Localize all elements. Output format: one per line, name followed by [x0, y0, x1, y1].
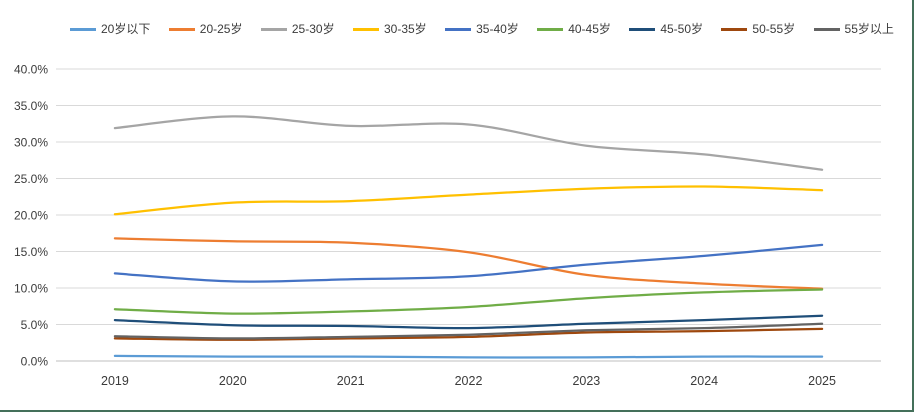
legend-line-marker	[445, 27, 472, 31]
legend-label: 50-55岁	[752, 22, 796, 36]
legend-label: 55岁以上	[844, 22, 894, 36]
legend-label: 20岁以下	[101, 22, 151, 36]
legend-line-marker	[352, 27, 379, 31]
legend-line-marker	[813, 27, 840, 31]
legend-label: 40-45岁	[568, 22, 611, 36]
y-tick-label: 40.0%	[14, 63, 48, 77]
y-tick-label: 15.0%	[14, 245, 48, 259]
y-tick-label: 35.0%	[14, 99, 48, 113]
series-line	[113, 237, 824, 290]
x-tick-label: 2020	[219, 374, 247, 388]
x-tick-label: 2021	[337, 374, 365, 388]
legend-item[interactable]: 25-30岁	[260, 22, 335, 36]
series-line	[113, 288, 824, 315]
x-tick-label: 2024	[690, 374, 718, 388]
legend-line-marker	[70, 27, 96, 31]
x-tick-label: 2019	[101, 374, 129, 388]
legend-line-marker	[721, 27, 748, 31]
legend-label: 30-35岁	[383, 22, 427, 36]
legend-label: 25-30岁	[291, 22, 335, 36]
legend-line-marker	[168, 27, 195, 31]
x-tick-label: 2022	[455, 374, 483, 388]
series-line	[113, 327, 824, 341]
chart-legend: 20岁以下 20-25岁 25-30岁 30-35岁 35-40岁 40-45岁 45-50…	[70, 21, 894, 37]
series-line	[113, 243, 824, 283]
series-line	[113, 354, 824, 359]
legend-item[interactable]: 30-35岁	[352, 22, 427, 36]
series-line	[113, 185, 824, 216]
y-tick-label: 25.0%	[14, 172, 48, 186]
legend-line-marker	[537, 27, 564, 31]
legend-item[interactable]: 55岁以上	[813, 22, 894, 36]
legend-label: 35-40岁	[476, 22, 519, 36]
y-tick-label: 20.0%	[14, 209, 48, 223]
y-tick-label: 10.0%	[14, 282, 48, 296]
legend-item[interactable]: 35-40岁	[445, 23, 519, 35]
legend-line-marker	[260, 27, 287, 31]
x-tick-label: 2023	[572, 374, 600, 388]
series-line	[113, 322, 824, 340]
legend-item[interactable]: 20岁以下	[70, 23, 150, 35]
legend-label: 45-50岁	[660, 22, 704, 36]
legend-label: 20-25岁	[199, 22, 243, 36]
x-tick-label: 2025	[808, 374, 836, 388]
y-tick-label: 30.0%	[14, 136, 48, 150]
legend-item[interactable]: 20-25岁	[168, 22, 243, 36]
y-tick-label: 0.0%	[21, 355, 49, 369]
y-tick-label: 5.0%	[21, 318, 49, 332]
legend-line-marker	[629, 27, 656, 31]
series-line	[113, 115, 824, 171]
legend-item[interactable]: 50-55岁	[721, 23, 795, 35]
legend-item[interactable]: 40-45岁	[537, 23, 611, 35]
legend-item[interactable]: 45-50岁	[629, 23, 703, 35]
series-line	[113, 314, 824, 330]
